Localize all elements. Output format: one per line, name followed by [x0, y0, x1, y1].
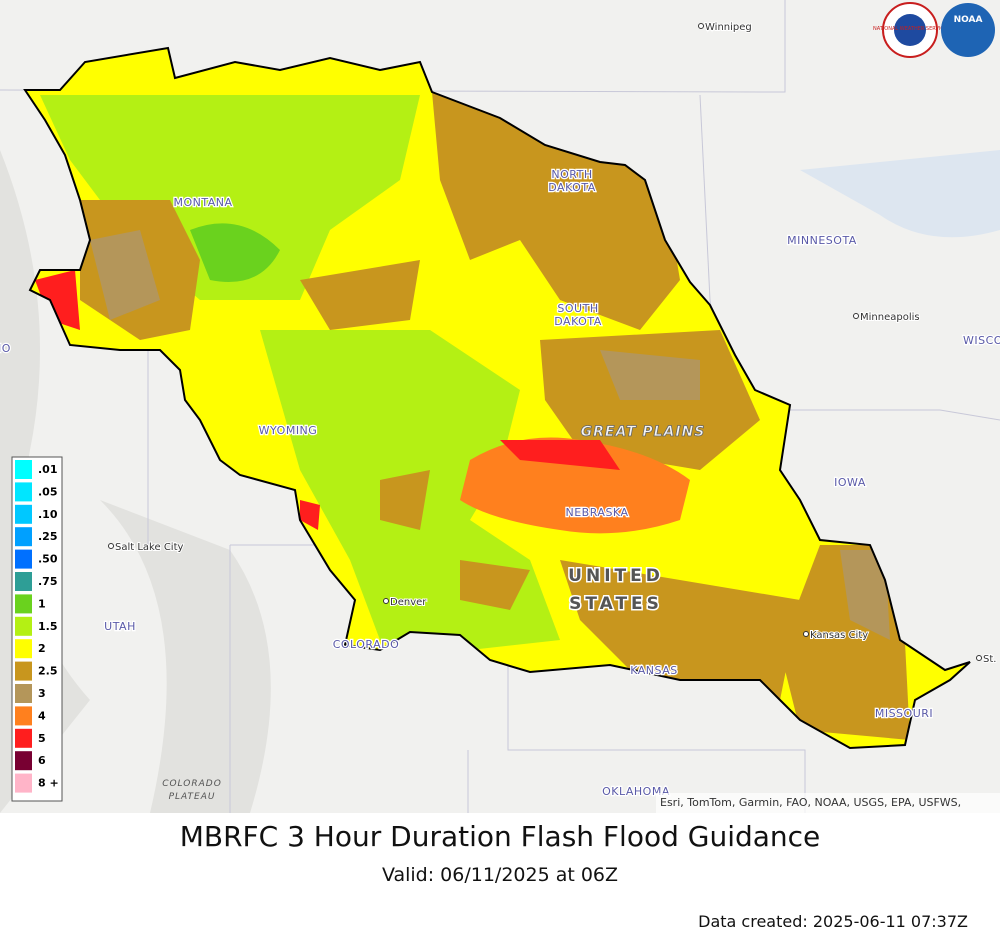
map-label: IOWA — [834, 476, 866, 489]
map-label: GREAT PLAINS — [581, 424, 706, 440]
map-label: UTAH — [104, 620, 136, 633]
fill-region — [35, 270, 80, 330]
fill-region — [380, 470, 430, 530]
legend-swatch — [15, 572, 32, 591]
legend-swatch — [15, 639, 32, 659]
map-label: KANSAS — [630, 664, 677, 677]
map-label: St. — [983, 654, 996, 665]
map: WinnipegNORTHDAKOTAMONTANAMINNESOTASOUTH… — [0, 0, 1000, 813]
city-dot — [853, 313, 859, 319]
fill-region — [300, 500, 320, 530]
lake — [800, 150, 1000, 238]
fill-region — [190, 223, 280, 282]
legend-swatch — [15, 482, 32, 502]
fill-region — [90, 230, 160, 320]
legend-label: 8 + — [38, 777, 59, 790]
legend-label: 2 — [38, 642, 46, 655]
legend-label: .75 — [38, 575, 58, 588]
fill-region — [840, 550, 890, 640]
legend: .01 .05 .10 .25 .50 .75 1 1.5 2 2.5 3 4 5 6 8 + — [11, 456, 63, 802]
map-label: HO — [0, 342, 11, 355]
city-dot — [803, 631, 809, 637]
map-label: MINNESOTA — [787, 234, 857, 247]
legend-swatch — [15, 728, 32, 748]
map-label: Denver — [390, 597, 427, 608]
map-label: SOUTH — [557, 302, 598, 315]
map-label: STATES — [569, 594, 663, 614]
terrain — [0, 150, 271, 813]
title: MBRFC 3 Hour Duration Flash Flood Guidan… — [179, 820, 821, 853]
attribution: Esri, TomTom, Garmin, FAO, NOAA, USGS, E… — [660, 796, 961, 809]
legend-label: 2.5 — [38, 665, 58, 678]
data-created: Data created: 2025-06-11 07:37Z — [698, 912, 968, 931]
city-dot — [976, 655, 982, 661]
fill-region — [500, 440, 620, 470]
map-label: NEBRASKA — [566, 506, 629, 519]
legend-swatch — [15, 751, 32, 771]
legend-swatch — [15, 594, 32, 614]
map-label: DAKOTA — [548, 181, 595, 194]
map-label: NORTH — [551, 168, 592, 181]
legend-swatch — [15, 616, 32, 636]
fill-region — [560, 560, 800, 700]
legend-swatch — [15, 773, 32, 793]
city-dot — [698, 23, 704, 29]
map-label: UNITED — [568, 566, 664, 586]
city-dot — [108, 543, 114, 549]
map-label: Winnipeg — [705, 22, 752, 33]
map-label: MONTANA — [173, 196, 232, 209]
noaa-logo-text: NOAA — [954, 15, 983, 25]
nws-logo-text: NATIONAL WEATHER SERVICE — [873, 26, 947, 32]
legend-swatch — [15, 527, 32, 547]
legend-label: 4 — [38, 709, 46, 722]
map-label: Minneapolis — [860, 312, 920, 323]
fill-region — [600, 350, 700, 400]
fill-region — [460, 560, 530, 610]
legend-label: .05 — [38, 485, 58, 498]
legend-label: 3 — [38, 687, 46, 700]
legend-swatch — [15, 549, 32, 569]
nws-logo: NATIONAL WEATHER SERVICE NOAA — [873, 2, 995, 58]
map-label: Kansas City — [810, 630, 868, 641]
subtitle: Valid: 06/11/2025 at 06Z — [381, 864, 619, 886]
fill-region — [40, 95, 420, 300]
map-label: WISCO — [963, 334, 1000, 347]
legend-swatch — [15, 460, 32, 479]
fill-region — [460, 437, 690, 534]
legend-label: .25 — [38, 530, 58, 543]
map-label: Salt Lake City — [115, 542, 184, 553]
legend-swatch — [15, 706, 32, 726]
legend-label: .10 — [38, 508, 58, 521]
legend-label: .01 — [38, 463, 58, 476]
fill-region — [300, 260, 420, 330]
map-label: PLATEAU — [169, 792, 216, 802]
map-label: MISSOURI — [875, 707, 933, 720]
map-label: WYOMING — [259, 424, 318, 437]
legend-label: 5 — [38, 732, 46, 745]
legend-label: 1.5 — [38, 620, 58, 633]
city-dot — [383, 598, 389, 604]
legend-swatch — [15, 504, 32, 524]
legend-label: 1 — [38, 597, 46, 610]
legend-swatch — [15, 661, 32, 681]
map-label: OKLAHOMA — [602, 785, 670, 798]
map-label: COLORADO — [333, 638, 400, 651]
legend-swatch — [15, 684, 32, 703]
map-label: DAKOTA — [554, 315, 601, 328]
legend-label: 6 — [38, 754, 46, 767]
attribution-bg — [656, 793, 1000, 813]
map-label: COLORADO — [162, 779, 222, 789]
legend-label: .50 — [38, 553, 58, 566]
